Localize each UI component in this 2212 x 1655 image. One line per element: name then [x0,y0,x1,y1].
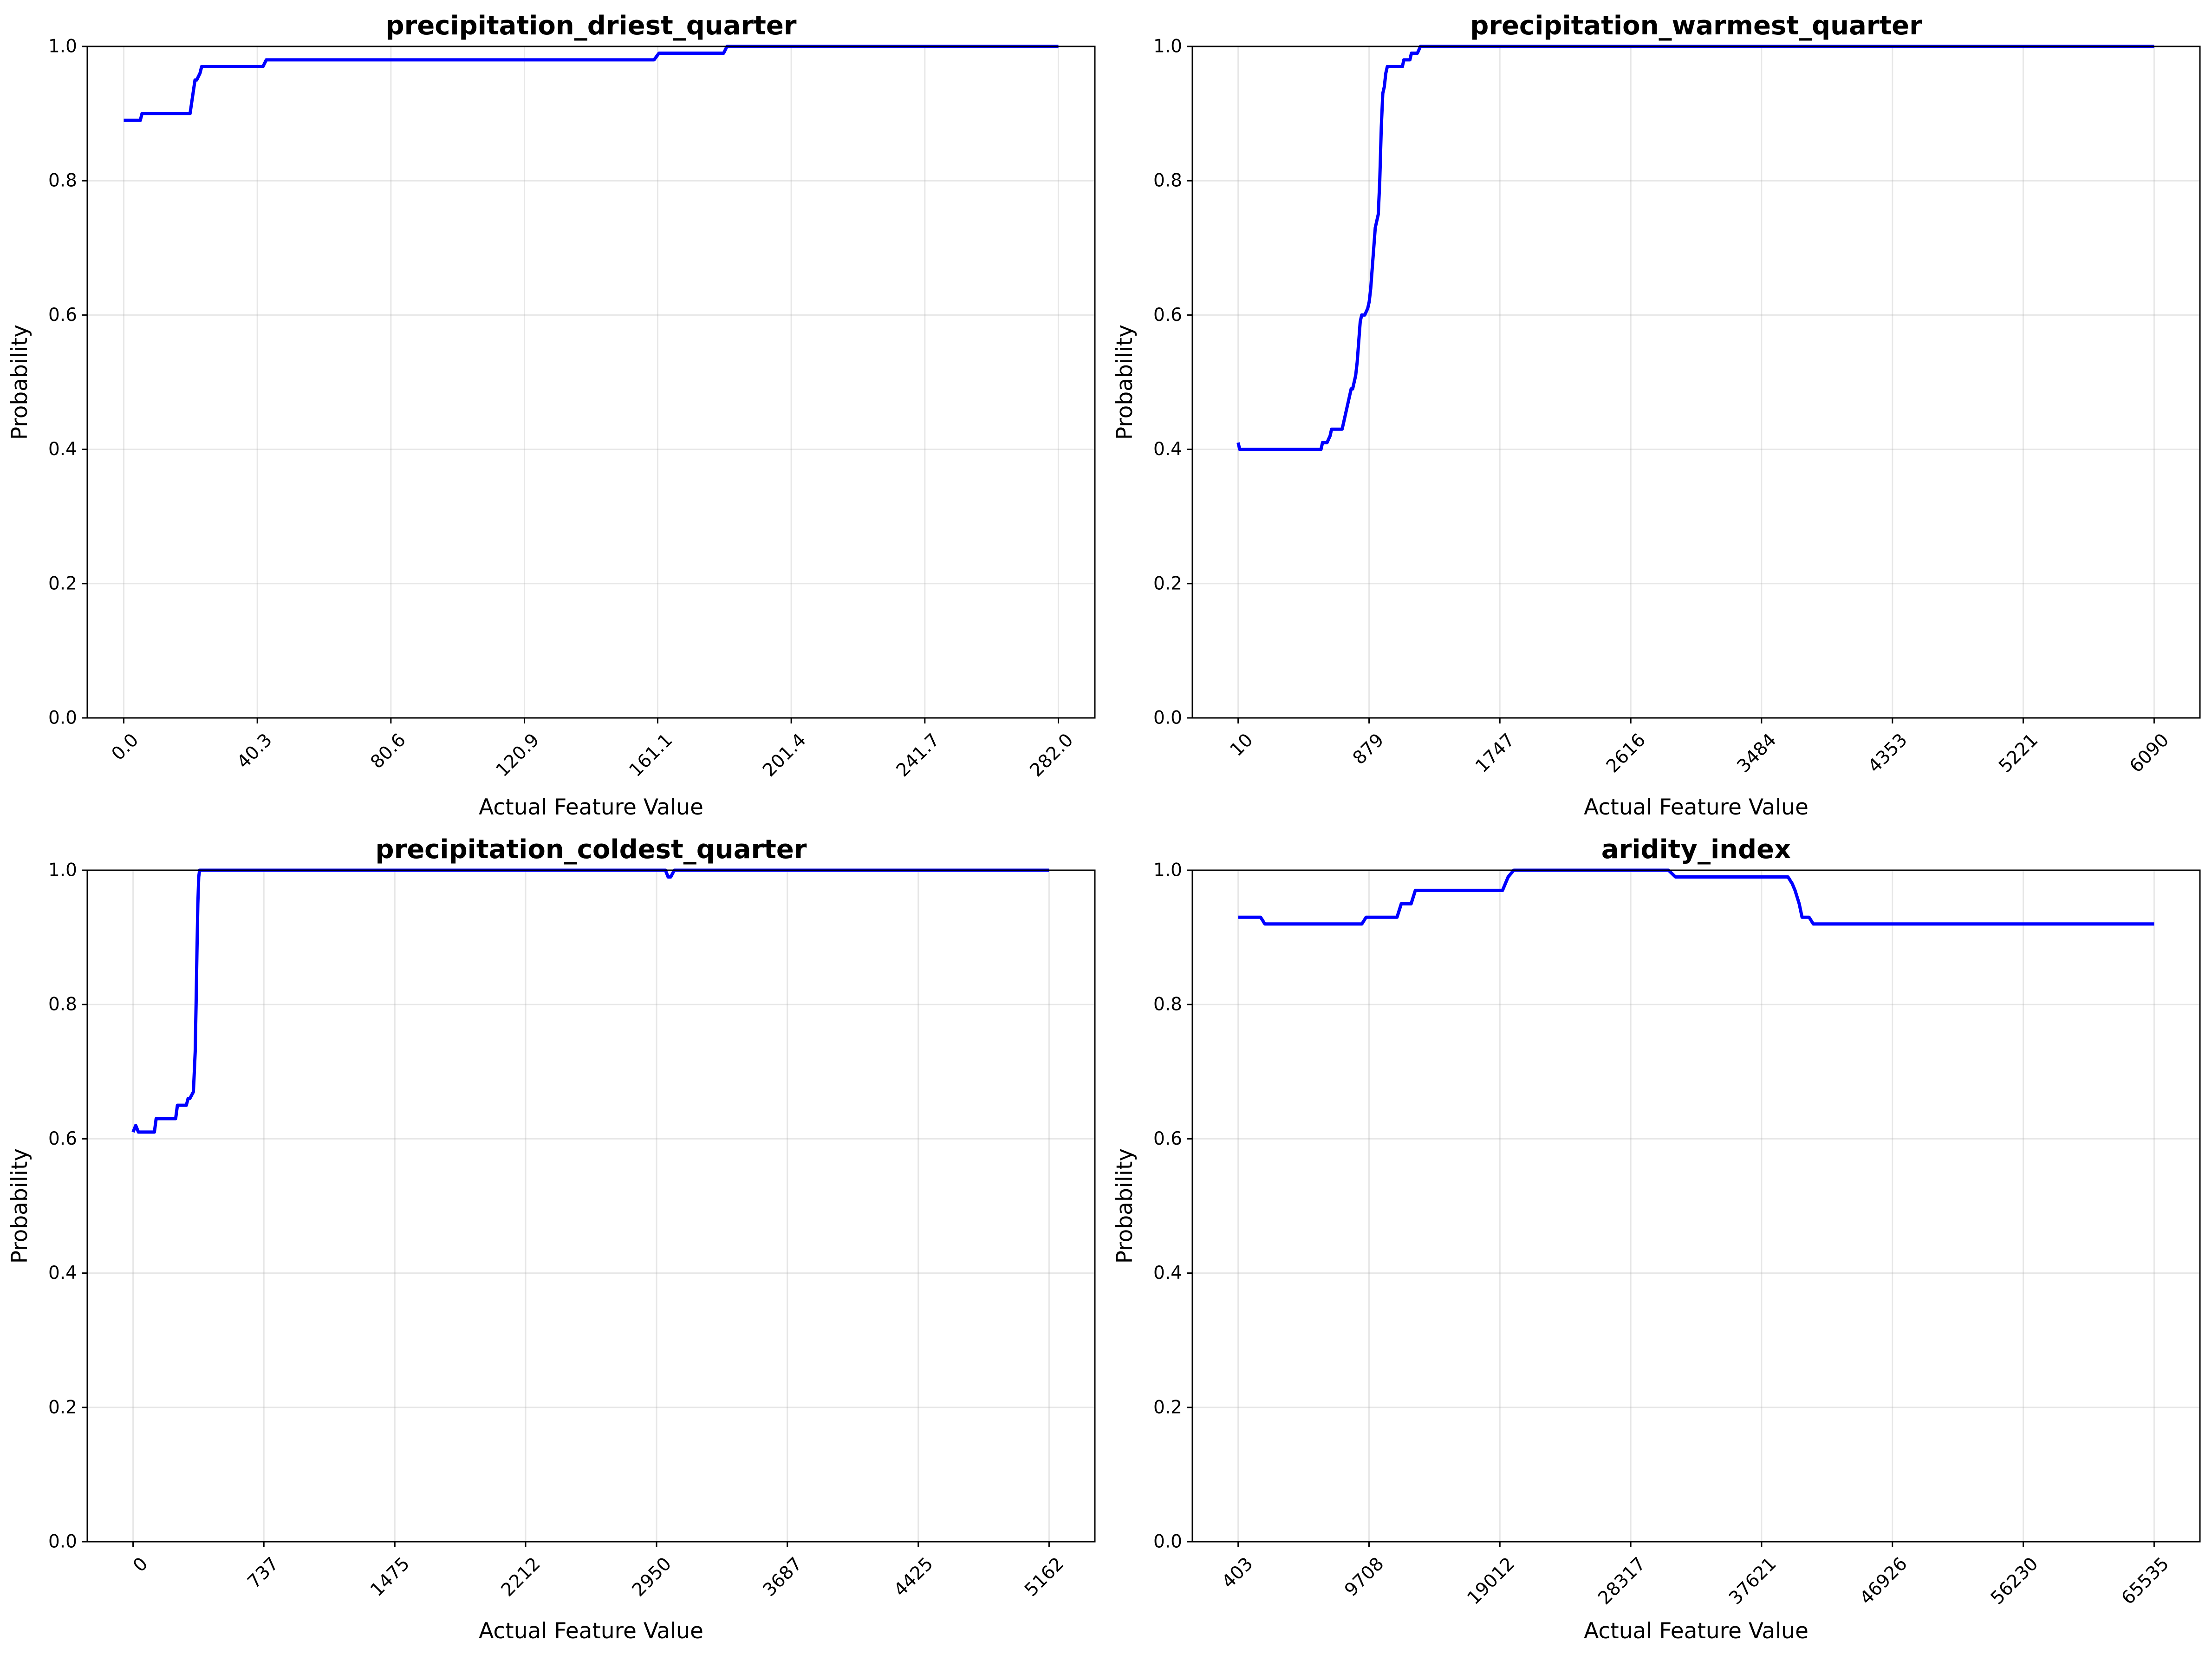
x-tick-label: 3484 [1733,730,1781,777]
subplot-precipitation-warmest-quarter: 10 879 1747 2616 3484 4353 5221 6090 0.0 0.2 0.4 0.… [1112,11,2201,820]
x-tick-label: 161.1 [625,730,677,781]
x-tick-label: 5221 [1995,730,2042,777]
series-line [1236,45,2154,451]
x-tick-label: 56230 [1987,1553,2043,1609]
x-tick-label: 201.4 [759,730,810,781]
y-tick-label: 1.0 [48,860,77,881]
y-tick-label: 1.0 [1153,36,1182,57]
y-tick-label: 1.0 [1153,860,1182,881]
chart-title: precipitation_driest_quarter [386,11,797,41]
y-tick-label: 0.2 [48,573,77,594]
subplot-precipitation-driest-quarter: 0.0 40.3 80.6 120.9 161.1 201.4 241.7 282.0 0.0 0… [7,11,1096,820]
x-tick-label: 879 [1349,730,1388,769]
x-tick-label: 1747 [1471,730,1519,777]
chart-title: precipitation_coldest_quarter [376,834,807,865]
x-tick-label: 4425 [890,1553,937,1601]
x-axis-label: Actual Feature Value [1584,1618,1809,1644]
y-tick-label: 0.0 [1153,1531,1182,1552]
y-tick-label: 0.6 [48,305,77,326]
subplot-aridity-index: 403 9708 19012 28317 37621 46926 56230 65535 0.0… [1112,834,2201,1644]
y-tick-label: 0.6 [1153,305,1182,326]
x-tick-label: 2616 [1602,730,1650,777]
y-tick-label: 0.6 [48,1128,77,1149]
y-tick-label: 0.0 [48,708,77,729]
y-tick-label: 0.6 [1153,1128,1182,1149]
y-tick-label: 0.4 [48,1263,77,1284]
axes-frame [1191,46,2201,719]
x-tick-label: 28317 [1594,1553,1650,1609]
x-tick-label: 65535 [2118,1553,2173,1609]
x-tick-label: 4353 [1864,730,1912,777]
y-tick-label: 0.4 [48,439,77,460]
x-axis-label: Actual Feature Value [479,795,703,820]
x-tick-label: 0.0 [108,730,143,765]
x-tick-label: 46926 [1856,1553,1912,1609]
x-tick-label: 9708 [1340,1553,1388,1601]
x-tick-label: 10 [1226,730,1257,761]
x-tick-label: 5162 [1021,1553,1068,1601]
y-tick-label: 0.2 [48,1397,77,1418]
chart-title: aridity_index [1601,834,1791,865]
y-tick-label: 0.8 [48,170,77,191]
y-axis-label: Probability [1112,325,1138,440]
x-axis-label: Actual Feature Value [1584,795,1809,820]
series-line [131,868,1049,1134]
y-tick-label: 0.4 [1153,1263,1182,1284]
x-tick-label: 737 [244,1553,283,1592]
x-tick-label: 37621 [1725,1553,1781,1609]
x-tick-label: 2212 [497,1553,545,1601]
y-axis-label: Probability [7,325,33,440]
axes-frame [1191,869,2201,1543]
x-tick-label: 6090 [2126,730,2173,777]
x-axis-label: Actual Feature Value [479,1618,703,1644]
y-tick-label: 0.0 [48,1531,77,1552]
y-axis-label: Probability [1112,1148,1138,1264]
y-tick-label: 0.2 [1153,1397,1182,1418]
x-tick-label: 3687 [759,1553,807,1601]
series-line [1238,868,2154,926]
chart-title: precipitation_warmest_quarter [1470,11,1922,41]
x-tick-label: 120.9 [492,730,544,781]
series-line [124,45,1059,122]
y-tick-label: 0.0 [1153,708,1182,729]
y-tick-label: 0.8 [1153,170,1182,191]
x-tick-label: 282.0 [1026,730,1078,781]
subplot-precipitation-coldest-quarter: 0 737 1475 2212 2950 3687 4425 5162 0.0 0.2 0.4 0.6… [7,834,1096,1644]
axes-frame [86,46,1096,719]
x-tick-label: 0 [129,1553,152,1576]
x-tick-label: 403 [1218,1553,1257,1592]
y-tick-label: 0.2 [1153,573,1182,594]
x-tick-label: 40.3 [233,730,276,773]
x-tick-label: 241.7 [892,730,944,781]
y-tick-label: 0.4 [1153,439,1182,460]
x-tick-label: 19012 [1464,1553,1519,1609]
x-tick-label: 80.6 [366,730,410,773]
axes-frame [86,869,1096,1543]
y-tick-label: 1.0 [48,36,77,57]
x-tick-label: 1475 [366,1553,414,1601]
y-tick-label: 0.8 [48,994,77,1015]
x-tick-label: 2950 [628,1553,676,1601]
y-axis-label: Probability [7,1148,33,1264]
y-tick-label: 0.8 [1153,994,1182,1015]
